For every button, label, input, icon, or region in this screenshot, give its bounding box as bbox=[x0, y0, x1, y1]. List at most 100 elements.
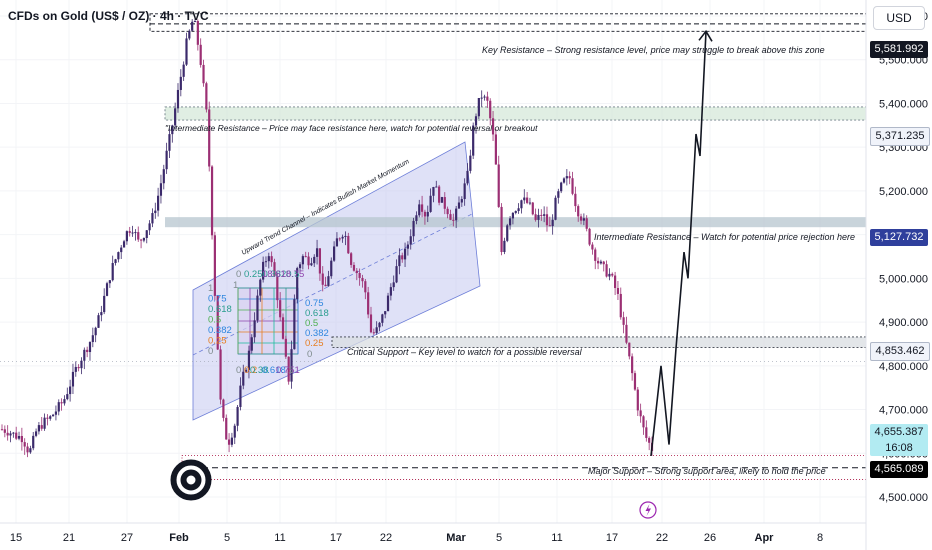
candle-body bbox=[497, 164, 500, 207]
candle-body bbox=[264, 261, 268, 263]
candle-body bbox=[196, 21, 199, 45]
candle-body bbox=[352, 264, 356, 271]
price-tag-critical-support: 4,853.462 bbox=[870, 342, 930, 361]
candles bbox=[0, 16, 654, 458]
candle-body bbox=[403, 248, 407, 260]
candle-body bbox=[77, 366, 80, 369]
candle-body bbox=[97, 315, 100, 328]
candle-body bbox=[122, 241, 126, 248]
candle-body bbox=[6, 432, 9, 436]
target-marker bbox=[170, 459, 212, 501]
y-tick-label: 4,900.000 bbox=[879, 317, 928, 329]
candle-body bbox=[74, 366, 77, 372]
candle-body bbox=[528, 202, 532, 204]
fib-label-right: 0.5 bbox=[305, 318, 318, 329]
candle-body bbox=[32, 435, 35, 449]
candle-body bbox=[171, 125, 174, 135]
candle-body bbox=[531, 202, 534, 215]
candle-body bbox=[151, 213, 154, 224]
candle-body bbox=[20, 436, 23, 443]
price-zone bbox=[331, 336, 867, 348]
fib-label-left: 0.618 bbox=[208, 304, 232, 315]
target-center bbox=[189, 478, 193, 482]
gridlines bbox=[0, 0, 866, 523]
candle-body bbox=[174, 108, 177, 126]
candle-body bbox=[250, 337, 253, 351]
candle-body bbox=[432, 187, 435, 196]
candle-body bbox=[301, 256, 304, 265]
candle-body bbox=[369, 314, 373, 333]
candle-body bbox=[227, 439, 231, 445]
candle-body bbox=[503, 240, 506, 252]
candle-body bbox=[105, 283, 109, 296]
candle-body bbox=[364, 281, 367, 293]
candle-body bbox=[120, 247, 123, 253]
candle-body bbox=[452, 219, 455, 221]
y-tick-label: 5,200.000 bbox=[879, 186, 928, 198]
candle-body bbox=[222, 399, 225, 418]
candle-body bbox=[29, 448, 32, 453]
candle-body bbox=[474, 116, 478, 126]
price-tag-key-resistance: 5,581.992 bbox=[870, 41, 928, 58]
candle-body bbox=[256, 295, 259, 321]
candle-body bbox=[412, 220, 415, 237]
candle-body bbox=[154, 210, 157, 214]
candle-body bbox=[605, 264, 608, 277]
fib-label-left: 0 bbox=[208, 346, 213, 357]
candle-body bbox=[239, 385, 242, 407]
candle-body bbox=[608, 273, 611, 277]
y-tick-label: 5,000.000 bbox=[879, 273, 928, 285]
candle-body bbox=[202, 64, 205, 84]
projection-arrowhead bbox=[698, 29, 713, 42]
candle-body bbox=[103, 295, 106, 313]
candle-body bbox=[270, 256, 273, 263]
candle-body bbox=[562, 178, 566, 183]
candle-body bbox=[188, 30, 191, 39]
candle-body bbox=[508, 218, 512, 226]
candle-body bbox=[137, 232, 140, 240]
candle-body bbox=[347, 235, 350, 254]
candle-body bbox=[219, 349, 222, 400]
lightning-icon[interactable] bbox=[639, 501, 657, 519]
fib-grid bbox=[237, 287, 299, 355]
candle-body bbox=[631, 356, 634, 374]
candle-body bbox=[242, 371, 245, 386]
candle-body bbox=[469, 155, 472, 171]
candle-body bbox=[350, 253, 353, 265]
fib-label-left: 0.25 bbox=[208, 336, 227, 347]
candle-body bbox=[438, 186, 441, 203]
candle-body bbox=[514, 211, 517, 213]
symbol-title[interactable]: CFDs on Gold (US$ / OZ) · 4h · TVC bbox=[8, 9, 209, 23]
candle-body bbox=[247, 350, 251, 370]
candle-body bbox=[279, 300, 282, 318]
candle-body bbox=[335, 238, 339, 247]
currency-button[interactable]: USD bbox=[873, 6, 925, 30]
candle-body bbox=[449, 214, 452, 220]
candle-body bbox=[315, 248, 319, 257]
fib-label-bottom: 0.751 bbox=[276, 365, 300, 376]
candle-body bbox=[554, 197, 557, 220]
candle-body bbox=[298, 264, 302, 269]
x-tick-label: Mar bbox=[446, 532, 466, 544]
candle-body bbox=[86, 349, 89, 353]
candle-body bbox=[17, 436, 21, 439]
fib-labels: 0 0.250.3820.518.618.75110.750.6180.50.38… bbox=[208, 269, 329, 376]
candle-body bbox=[60, 402, 63, 404]
candle-body bbox=[443, 197, 446, 209]
candle-body bbox=[446, 208, 449, 215]
candle-body bbox=[88, 342, 92, 353]
candle-body bbox=[208, 109, 211, 167]
price-tag-intermediate-top: 5,371.235 bbox=[870, 127, 930, 146]
price-zone bbox=[164, 106, 867, 121]
candle-body bbox=[480, 97, 483, 99]
candle-body bbox=[398, 255, 401, 267]
candle-body bbox=[588, 228, 591, 245]
candle-body bbox=[523, 197, 526, 201]
candle-body bbox=[341, 236, 344, 239]
candle-body bbox=[520, 200, 523, 209]
fib-label-left: 1 bbox=[208, 283, 213, 294]
candle-body bbox=[9, 433, 12, 436]
fib-label-left: 0.382 bbox=[208, 325, 232, 336]
candle-body bbox=[91, 335, 94, 343]
